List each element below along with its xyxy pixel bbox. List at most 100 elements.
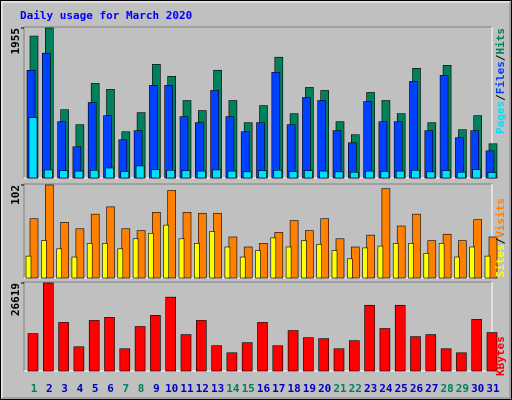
legend-entry: Sites	[494, 244, 507, 277]
bar	[393, 121, 403, 179]
bar	[178, 238, 185, 279]
x-tick-label: 1	[31, 382, 38, 395]
bar	[285, 246, 292, 279]
bar	[74, 170, 84, 179]
legend: Sites/Visits	[494, 198, 507, 278]
bar	[75, 228, 85, 279]
bar	[334, 171, 344, 179]
bar	[242, 171, 252, 179]
bar	[240, 131, 250, 179]
bar	[270, 237, 277, 279]
x-tick-label: 11	[180, 382, 194, 395]
bar	[104, 317, 115, 372]
bar	[226, 352, 238, 372]
bar	[241, 342, 253, 372]
bar	[332, 130, 342, 179]
bar	[43, 169, 53, 179]
bar	[239, 256, 246, 279]
bar	[86, 243, 93, 279]
bar	[28, 117, 38, 179]
bar	[487, 172, 497, 179]
bar	[181, 170, 191, 179]
legend-entry: Visits	[494, 198, 507, 238]
bar	[105, 167, 114, 179]
bar	[272, 345, 284, 372]
bar	[440, 348, 452, 372]
x-tick-label: 25	[395, 382, 408, 395]
chart-title: Daily usage for March 2020	[20, 9, 192, 22]
plot-border-dark	[23, 26, 492, 178]
bar	[469, 246, 476, 279]
bar	[286, 124, 296, 179]
bar	[132, 238, 139, 279]
bar	[304, 170, 313, 179]
bar	[164, 85, 173, 179]
x-tick-label: 2	[46, 382, 53, 395]
x-tick-label: 8	[138, 382, 145, 395]
bar	[227, 170, 237, 179]
bar	[333, 348, 345, 372]
bar	[258, 170, 267, 179]
bar	[40, 240, 47, 279]
x-tick-label: 7	[122, 382, 129, 395]
bar	[151, 169, 160, 179]
bar	[195, 122, 204, 179]
bar	[472, 169, 482, 179]
x-tick-label: 12	[196, 382, 209, 395]
bar	[57, 121, 66, 179]
bar	[441, 170, 451, 179]
bar	[363, 101, 372, 179]
bar	[439, 75, 449, 179]
bar	[271, 72, 281, 179]
bar	[288, 171, 298, 179]
bar	[331, 250, 338, 279]
bar	[425, 334, 437, 372]
bar	[73, 346, 85, 372]
bar	[349, 171, 359, 179]
bar	[303, 337, 314, 372]
bar	[392, 243, 399, 279]
bar	[381, 188, 391, 279]
x-tick-label: 6	[107, 382, 114, 395]
bar	[225, 116, 235, 179]
bar	[71, 256, 78, 279]
bar	[273, 170, 283, 179]
bar	[364, 304, 375, 372]
bar	[302, 97, 311, 179]
bar	[56, 248, 62, 279]
bar	[179, 116, 189, 179]
bar	[120, 171, 130, 179]
bar	[257, 322, 268, 372]
bar	[58, 322, 69, 372]
bar	[27, 333, 39, 372]
bar	[454, 256, 460, 279]
plot-border-dark	[23, 281, 492, 371]
plot-border-dark	[23, 183, 492, 278]
bar	[484, 255, 491, 279]
bar	[224, 246, 231, 279]
bar	[59, 170, 68, 179]
bar	[457, 171, 466, 179]
bar	[212, 169, 221, 179]
bar	[42, 282, 54, 372]
x-tick-label: 30	[471, 382, 484, 395]
bar	[180, 334, 192, 372]
bar	[423, 253, 430, 279]
x-tick-label: 9	[153, 382, 160, 395]
x-tick-label: 14	[226, 382, 240, 395]
bar	[395, 170, 405, 179]
legend-entry: KBytes	[494, 336, 507, 376]
bar	[29, 218, 39, 279]
bar	[380, 171, 390, 179]
bar	[196, 320, 207, 372]
bar	[301, 240, 307, 279]
bar	[411, 170, 420, 179]
bar	[377, 245, 384, 279]
bar	[378, 121, 388, 179]
y-tick-label: 1955	[9, 28, 22, 55]
bar	[394, 304, 406, 372]
bar	[210, 90, 219, 179]
